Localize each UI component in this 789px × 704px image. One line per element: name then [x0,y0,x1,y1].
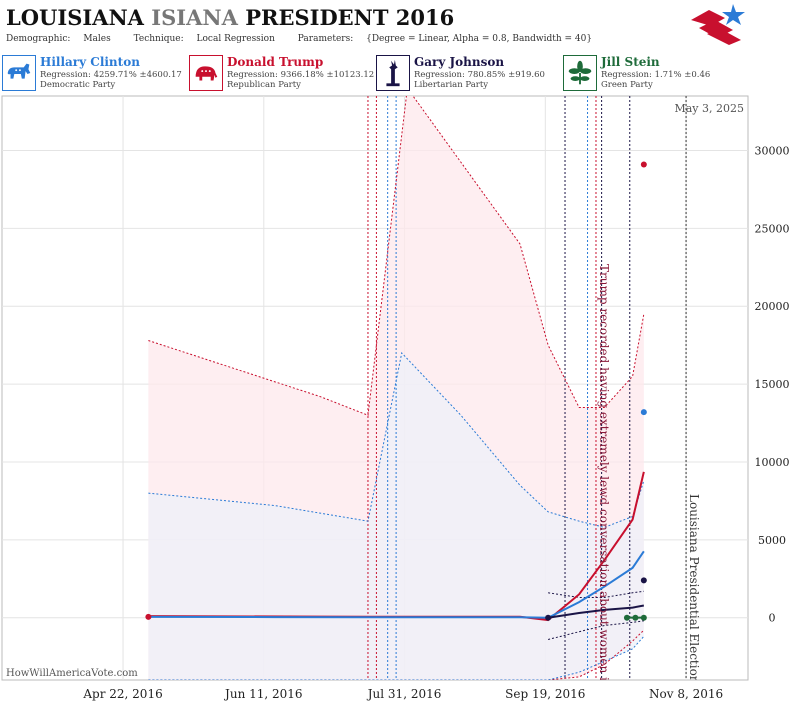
x-tick-label: Nov 8, 2016 [649,687,723,701]
data-point-gary-johnson [545,614,552,621]
legend-johnson: Gary Johnson Regression: 780.85% ±919.60… [374,54,559,92]
title-state-repeat: ISIANA [151,5,238,30]
site-watermark: HowWillAmericaVote.com [6,668,138,679]
legend-party: Libertarian Party [414,80,489,90]
regression-line-gary-johnson [547,604,645,619]
y-tick-label: 0 [769,612,776,625]
legend-name: Jill Stein [601,55,660,69]
legend-stein: Jill Stein Regression: 1.71% ±0.46 Green… [561,54,746,92]
x-tick-label: Apr 22, 2016 [82,687,162,701]
y-tick-label: 25000 [755,222,789,235]
y-tick-label: 5000 [758,534,786,547]
technique: Technique: Local Regression [133,34,275,44]
x-tick-label: Jun 11, 2016 [223,687,303,701]
y-tick-label: 15000 [755,378,789,391]
data-point-jill-stein [632,614,639,621]
y-tick-label: 30000 [755,145,789,158]
legend-name: Gary Johnson [414,55,505,69]
legend-regression: Regression: 4259.71% ±4600.17 [40,70,182,80]
lower-bound-hillary-clinton [148,636,645,680]
regression-chart: Apr 22, 2016 Jun 11, 2016 Jul 31, 2016 Sep … [1,95,789,704]
chart-header: LOUISIANA ISIANA PRESIDENT 2016 Demograp… [0,0,789,50]
plot-content: Trump recorded having extremely lewd con… [145,96,701,704]
title-race: PRESIDENT 2016 [245,5,455,30]
legend-party: Democratic Party [40,80,116,90]
legend-trump: Donald Trump Regression: 9366.18% ±10123… [187,54,375,92]
legend-name: Donald Trump [227,55,324,69]
demographic: Demographic: Males [6,34,111,44]
lower-bound-gary-johnson [548,620,644,640]
event-annotation: Trump recorded having extremely lewd con… [597,264,611,704]
site-logo-icon [691,4,745,45]
title-state: LOUISIANA [6,5,144,30]
y-tick-label: 10000 [755,456,789,469]
upper-bound-hillary-clinton [148,351,645,528]
legend-regression: Regression: 1.71% ±0.46 [601,70,711,80]
data-point-donald-trump [145,613,152,620]
data-point-gary-johnson [640,577,647,584]
legend-name: Hillary Clinton [40,55,140,69]
x-tick-label: Jul 31, 2016 [366,687,442,701]
date-stamp: May 3, 2025 [674,102,744,115]
data-point-hillary-clinton [640,409,647,416]
candidate-legend: Hillary Clinton Regression: 4259.71% ±46… [0,54,750,94]
data-point-jill-stein [640,614,647,621]
y-tick-label: 20000 [755,300,789,313]
x-tick-label: Sep 19, 2016 [505,687,585,701]
legend-regression: Regression: 780.85% ±919.60 [414,70,545,80]
data-point-jill-stein [623,614,630,621]
regression-line-hillary-clinton [148,550,645,619]
legend-party: Republican Party [227,80,301,90]
page-title: LOUISIANA ISIANA PRESIDENT 2016 [6,5,454,30]
event-annotation: Louisiana Presidential Election [687,494,701,684]
data-point-donald-trump [640,161,647,168]
lower-bound-donald-trump [148,629,645,680]
donkey-icon [2,55,36,91]
legend-clinton: Hillary Clinton Regression: 4259.71% ±46… [0,54,185,92]
flower-icon [563,55,597,91]
parameters-line: Demographic: Males Technique: Local Regr… [6,34,612,44]
elephant-icon [189,55,223,91]
upper-bound-gary-johnson [548,590,644,598]
legend-regression: Regression: 9366.18% ±10123.12 [227,70,375,80]
liberty-icon [376,55,410,91]
legend-party: Green Party [601,80,653,90]
parameters: Parameters: {Degree = Linear, Alpha = 0.… [297,34,593,44]
